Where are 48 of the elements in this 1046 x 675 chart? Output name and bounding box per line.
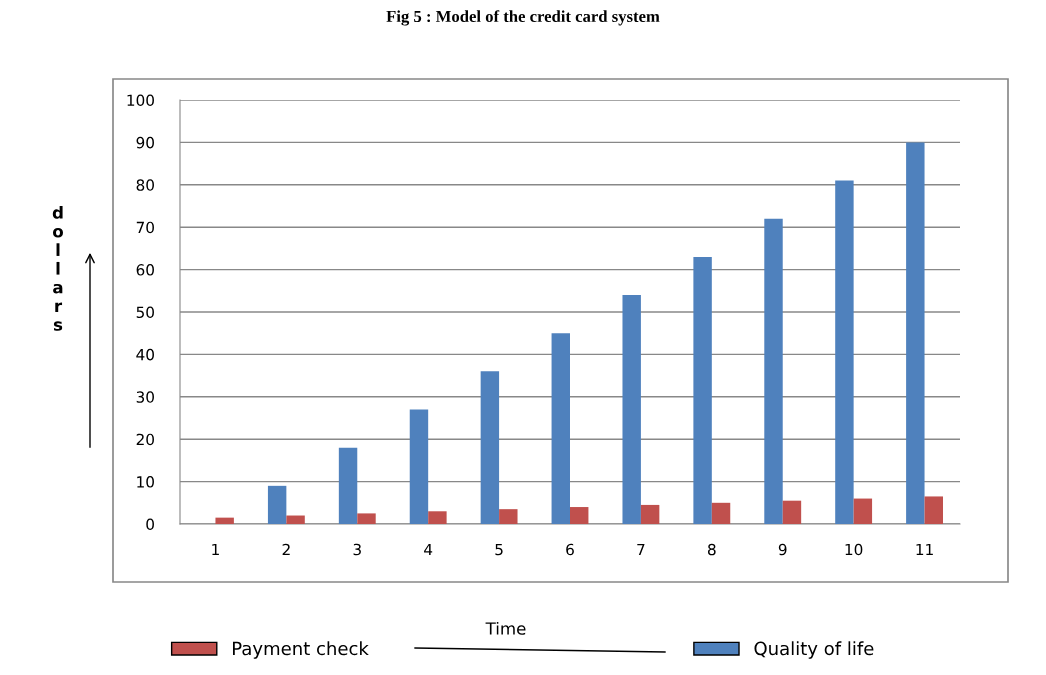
x-tick-label: 2 — [282, 543, 290, 556]
x-tick-label: 10 — [845, 543, 863, 556]
bar — [499, 509, 518, 524]
x-tick-label: 8 — [707, 543, 716, 556]
bar — [215, 517, 234, 524]
bar — [480, 371, 500, 524]
x-tick-label: 11 — [916, 543, 933, 556]
y-tick-label: 90 — [136, 136, 154, 149]
bar — [906, 142, 925, 524]
y-tick-label: 50 — [136, 306, 154, 319]
bar — [267, 485, 287, 524]
y-tick-label: 20 — [136, 433, 154, 446]
x-tick-label: 4 — [424, 543, 433, 556]
x-tick-label: 3 — [353, 543, 361, 556]
legend-label: Quality of life — [754, 641, 874, 659]
x-tick-label: 5 — [495, 543, 503, 556]
bar — [764, 218, 783, 524]
bar — [570, 507, 589, 524]
legend-label: Payment check — [233, 641, 369, 659]
bar — [924, 496, 943, 524]
bar — [640, 504, 660, 524]
bar — [338, 447, 358, 524]
bar — [711, 502, 731, 524]
x-tick-label: 9 — [778, 543, 787, 556]
bar — [853, 498, 873, 524]
bar — [551, 333, 570, 524]
x-tick-label: 6 — [566, 543, 574, 556]
bar — [622, 295, 641, 524]
bar — [286, 515, 305, 524]
x-tick-label: 7 — [637, 543, 645, 556]
bar — [428, 511, 447, 524]
bar — [409, 409, 429, 524]
y-tick-label: 60 — [136, 264, 154, 276]
y-tick-label: 0 — [146, 518, 154, 531]
y-tick-label: 100 — [127, 94, 154, 107]
y-tick-label: 10 — [137, 476, 154, 488]
y-tick-label: 70 — [136, 221, 154, 234]
bar — [357, 513, 376, 524]
y-tick-label: 30 — [136, 391, 154, 403]
bar — [782, 500, 802, 524]
y-tick-label: 40 — [136, 348, 154, 361]
bar — [693, 256, 712, 524]
bar — [835, 180, 854, 524]
chart-title: Fig 5 : Model of the credit card system — [386, 10, 660, 26]
x-tick-label: 1 — [212, 543, 219, 556]
y-tick-label: 80 — [136, 179, 154, 191]
y-axis-title: dollars — [52, 205, 64, 331]
x-axis-title: Time — [485, 621, 526, 635]
